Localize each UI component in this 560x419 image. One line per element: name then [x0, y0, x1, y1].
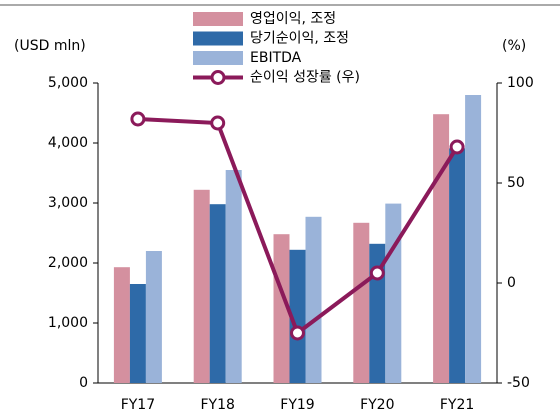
y-axis-label: (USD mln): [14, 38, 86, 54]
bar: [113, 267, 130, 383]
bar: [289, 249, 306, 383]
y2-axis-label: (%): [502, 38, 526, 54]
line-marker: [290, 325, 305, 341]
bar: [433, 114, 450, 383]
bar: [145, 251, 162, 383]
bar: [209, 204, 226, 383]
bar: [193, 189, 210, 383]
bar: [305, 216, 322, 383]
bar: [273, 234, 290, 383]
y-tick-label: 2,000: [48, 255, 88, 271]
y2-tick-label: 50: [507, 175, 525, 191]
y-tick-label: 1,000: [48, 315, 88, 331]
line-marker: [369, 265, 385, 281]
y-tick-label: 0: [79, 375, 88, 391]
legend-label: 순이익 성장률 (우): [250, 70, 360, 86]
legend-swatch: [193, 51, 243, 65]
x-tick-label: FY18: [200, 397, 234, 413]
legend-swatch: [193, 12, 243, 26]
y2-tick-label: -50: [507, 375, 530, 391]
line-marker: [449, 139, 465, 155]
legend-label: 영업이익, 조정: [250, 11, 336, 27]
line-marker: [210, 115, 226, 131]
legend-marker: [210, 70, 226, 85]
y-tick-label: 4,000: [48, 135, 88, 151]
y2-tick-label: 100: [507, 75, 534, 91]
y-tick-label: 3,000: [48, 195, 88, 211]
legend-label: 당기순이익, 조정: [250, 31, 349, 47]
bar: [449, 148, 466, 383]
line-marker: [130, 111, 146, 127]
y2-tick-label: 0: [507, 275, 516, 291]
legend-label: EBITDA: [250, 50, 302, 66]
x-tick-label: FY17: [121, 397, 155, 413]
bar: [465, 95, 482, 383]
x-tick-label: FY20: [360, 397, 394, 413]
bar: [353, 222, 370, 383]
legend-swatch: [193, 31, 243, 46]
bar: [225, 170, 242, 383]
x-tick-label: FY19: [280, 397, 314, 413]
y-tick-label: 5,000: [48, 75, 88, 91]
x-tick-label: FY21: [440, 397, 474, 413]
bar: [385, 203, 402, 383]
bar: [129, 284, 146, 383]
